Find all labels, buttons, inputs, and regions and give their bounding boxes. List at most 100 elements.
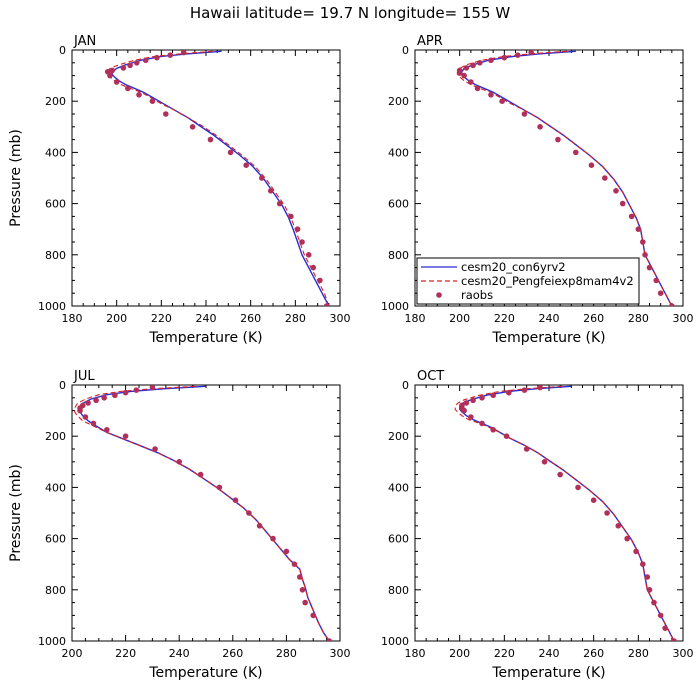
x-tick-label: 240 — [539, 647, 560, 660]
raobs-point — [635, 226, 642, 232]
x-axis-label: Temperature (K) — [491, 665, 605, 681]
y-tick-label: 0 — [59, 379, 66, 392]
raobs-point — [642, 252, 648, 258]
legend-marker — [436, 292, 442, 298]
y-tick-label: 600 — [45, 198, 66, 211]
x-tick-label: 180 — [62, 312, 83, 325]
raobs-point — [671, 638, 677, 641]
raobs-point — [528, 50, 534, 56]
plot-frame — [71, 49, 341, 307]
raobs-point — [461, 407, 467, 414]
raobs-point — [476, 60, 483, 66]
x-tick-label: 200 — [449, 647, 470, 660]
y-tick-label: 0 — [402, 44, 409, 57]
raobs-point — [283, 548, 290, 555]
raobs-point — [521, 387, 528, 393]
y-tick-label: 800 — [45, 249, 66, 262]
raobs-point — [499, 98, 505, 104]
raobs-point — [294, 226, 301, 232]
x-tick-label: 240 — [169, 647, 190, 660]
raobs-point — [463, 65, 470, 71]
raobs-point — [310, 264, 317, 271]
raobs-point — [207, 136, 214, 143]
raobs-point — [167, 52, 174, 58]
raobs-point — [127, 62, 133, 69]
raobs-point — [299, 239, 305, 245]
y-tick-label: 400 — [388, 146, 409, 159]
x-tick-label: 200 — [62, 647, 83, 660]
raobs-point — [85, 400, 91, 406]
x-tick-label: 220 — [494, 312, 515, 325]
raobs-point — [133, 387, 140, 393]
raobs-point — [488, 57, 494, 64]
raobs-point — [628, 213, 635, 220]
raobs-point — [154, 54, 160, 61]
y-tick-label: 200 — [45, 430, 66, 443]
series-group — [456, 50, 675, 306]
raobs-point — [77, 407, 83, 414]
y-tick-label: 200 — [45, 95, 66, 108]
raobs-point — [133, 60, 140, 66]
raobs-point — [461, 72, 467, 79]
raobs-point — [180, 50, 187, 56]
legend-label: raobs — [461, 288, 493, 302]
raobs-point — [479, 420, 485, 427]
y-tick-label: 1000 — [38, 300, 66, 313]
x-tick-label: 220 — [115, 647, 136, 660]
raobs-point — [474, 85, 481, 92]
raobs-point — [521, 111, 528, 117]
raobs-point — [317, 277, 323, 284]
raobs-point — [470, 397, 476, 404]
raobs-point — [232, 497, 239, 504]
raobs-point — [646, 587, 653, 593]
raobs-point — [149, 98, 156, 104]
raobs-point — [537, 385, 543, 391]
raobs-point — [299, 587, 306, 593]
raobs-point — [573, 149, 579, 156]
raobs-point — [657, 612, 664, 619]
x-tick-label: 180 — [405, 312, 426, 325]
x-tick-label: 260 — [583, 312, 604, 325]
y-tick-label: 1000 — [38, 635, 66, 648]
x-axis-label: Temperature (K) — [491, 330, 605, 346]
legend-label: cesm20_Pengfeiexp8mam4v2 — [461, 274, 634, 288]
raobs-point — [490, 392, 496, 399]
raobs-point — [243, 162, 249, 168]
raobs-point — [227, 149, 234, 156]
raobs-point — [468, 79, 474, 85]
raobs-point — [633, 548, 639, 555]
raobs-point — [488, 92, 494, 98]
raobs-point — [291, 561, 298, 567]
raobs-point — [490, 427, 496, 433]
panel-title: APR — [417, 34, 443, 49]
raobs-point — [136, 92, 142, 98]
raobs-point — [310, 612, 317, 619]
x-axis-label: Temperature (K) — [148, 665, 262, 681]
raobs-point — [122, 389, 129, 396]
x-tick-label: 240 — [539, 312, 560, 325]
raobs-point — [669, 303, 675, 306]
raobs-point — [644, 574, 651, 580]
raobs-point — [468, 414, 474, 420]
raobs-point — [163, 111, 169, 117]
y-tick-label: 400 — [45, 146, 66, 159]
figure-title: Hawaii latitude= 19.7 N longitude= 155 W — [190, 4, 510, 22]
raobs-point — [501, 54, 508, 61]
y-tick-label: 400 — [45, 481, 66, 494]
raobs-point — [82, 414, 89, 420]
x-axis-label: Temperature (K) — [148, 330, 262, 346]
raobs-point — [503, 433, 510, 440]
raobs-point — [651, 599, 657, 606]
series-group — [454, 385, 677, 641]
raobs-point — [276, 200, 283, 207]
raobs-point — [176, 459, 182, 465]
plot-frame — [414, 384, 684, 642]
series-line-pengfeiexp8mam4v2 — [454, 385, 675, 641]
raobs-point — [557, 471, 563, 478]
y-tick-label: 1000 — [381, 635, 409, 648]
raobs-point — [267, 188, 274, 194]
raobs-point — [142, 57, 149, 64]
raobs-point — [189, 124, 196, 130]
raobs-point — [297, 574, 303, 580]
x-tick-label: 260 — [222, 647, 243, 660]
